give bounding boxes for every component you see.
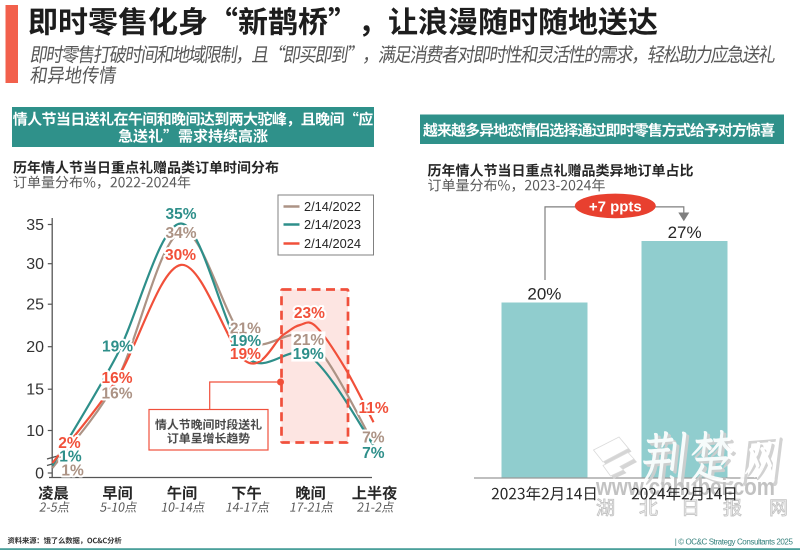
svg-text:2/14/2023: 2/14/2023 (304, 217, 361, 232)
svg-text:+7 ppts: +7 ppts (589, 198, 642, 215)
svg-text:2/14/2024: 2/14/2024 (304, 236, 361, 251)
svg-text:1%: 1% (59, 448, 82, 465)
svg-text:19%: 19% (293, 346, 324, 363)
svg-text:1%: 1% (61, 463, 84, 480)
svg-text:19%: 19% (230, 346, 261, 363)
svg-text:10: 10 (26, 423, 44, 440)
svg-text:23%: 23% (294, 305, 325, 322)
svg-text:35%: 35% (165, 206, 196, 223)
svg-text:16%: 16% (101, 370, 132, 387)
svg-text:20: 20 (26, 339, 44, 356)
svg-text:7%: 7% (362, 430, 385, 447)
svg-text:| © OC&C Strategy Consultants: | © OC&C Strategy Consultants 2025 (675, 538, 794, 547)
svg-text:21%: 21% (230, 321, 261, 338)
svg-text:2/14/2022: 2/14/2022 (304, 199, 361, 214)
svg-text:34%: 34% (165, 225, 196, 242)
svg-text:2%: 2% (58, 435, 81, 452)
svg-text:35: 35 (26, 217, 44, 234)
svg-text:20%: 20% (527, 284, 561, 303)
svg-text:7%: 7% (362, 445, 385, 462)
svg-text:0: 0 (35, 466, 44, 483)
svg-text:19%: 19% (230, 333, 261, 350)
svg-text:11%: 11% (359, 400, 389, 417)
svg-text:19%: 19% (102, 339, 133, 356)
svg-text:27%: 27% (668, 223, 702, 242)
svg-text:16%: 16% (101, 386, 132, 403)
svg-text:15: 15 (26, 382, 44, 399)
svg-text:30: 30 (26, 256, 44, 273)
svg-text:25: 25 (26, 297, 44, 314)
svg-text:21%: 21% (293, 332, 324, 349)
svg-text:30%: 30% (165, 247, 196, 264)
